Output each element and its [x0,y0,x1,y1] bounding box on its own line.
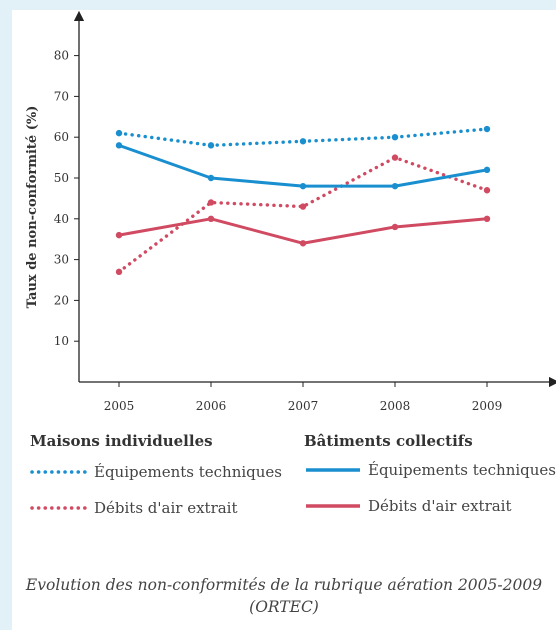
data-point [207,199,215,206]
data-point [391,134,399,141]
data-point [207,142,215,149]
figure-panel [12,10,556,630]
legend-group-batiments: Bâtiments collectifs [304,432,473,450]
data-point [115,142,123,149]
y-tick-label: 50 [54,171,69,185]
legend-title-maisons: Maisons individuelles [30,432,213,450]
data-point [483,125,491,133]
x-tick-label: 2008 [380,399,411,413]
data-point [483,215,491,222]
data-point [299,182,307,190]
legend-item-batiments-equipements: Équipements techniques [304,460,556,479]
series-line-3 [117,217,489,245]
data-point [299,240,307,247]
legend-swatch-solid-red [306,504,360,508]
x-tick-label: 2006 [196,399,227,413]
data-point [115,231,123,239]
data-point [207,174,215,182]
legend-item-maisons-equipements: Équipements techniques [30,462,282,481]
series-line-1 [117,155,489,274]
y-tick-label: 70 [54,89,69,103]
x-tick-label: 2007 [288,399,319,413]
legend-item-batiments-debits: Débits d'air extrait [304,496,512,515]
data-point [115,129,123,137]
y-tick-label: 40 [54,212,69,226]
line-chart: 10 20 30 40 50 60 70 80 2005 2006 2007 2008 2009 Taux… [25,10,556,413]
y-tick-label: 30 [54,253,69,267]
legend-title-batiments: Bâtiments collectifs [304,432,473,450]
data-point [207,215,215,222]
data-point [299,203,307,210]
data-point [483,166,491,174]
y-tick-label: 20 [54,293,69,307]
figure-caption: Evolution des non-conformités de la rubr… [12,574,556,618]
legend-swatch-dotted-red [30,506,88,510]
legend-item-maisons-debits: Débits d'air extrait [30,498,238,517]
y-tick-label: 80 [54,49,69,63]
y-tick-label: 10 [54,334,69,348]
series-line-2 [117,143,489,188]
legend-swatch-dotted-blue [30,470,88,474]
caption-line-1: Evolution des non-conformités de la rubr… [25,576,543,594]
y-axis-label: Taux de non-conformité (%) [25,106,40,309]
data-point [299,138,307,145]
data-point [391,223,399,231]
data-point [483,187,491,194]
data-point [391,182,399,190]
legend-swatch-solid-blue [306,468,360,472]
caption-line-2: (ORTEC) [249,598,319,616]
x-tick-label: 2009 [472,399,503,413]
legend: Maisons individuelles Équipements techni… [12,432,556,542]
legend-label: Débits d'air extrait [94,499,238,517]
legend-label: Débits d'air extrait [368,497,512,515]
legend-label: Équipements techniques [94,463,283,481]
legend-group-maisons: Maisons individuelles [30,432,213,450]
x-tick-label: 2005 [104,399,135,413]
data-point [391,154,399,161]
y-tick-label: 60 [54,130,69,144]
data-point [115,268,123,276]
legend-label: Équipements techniques [368,461,556,479]
